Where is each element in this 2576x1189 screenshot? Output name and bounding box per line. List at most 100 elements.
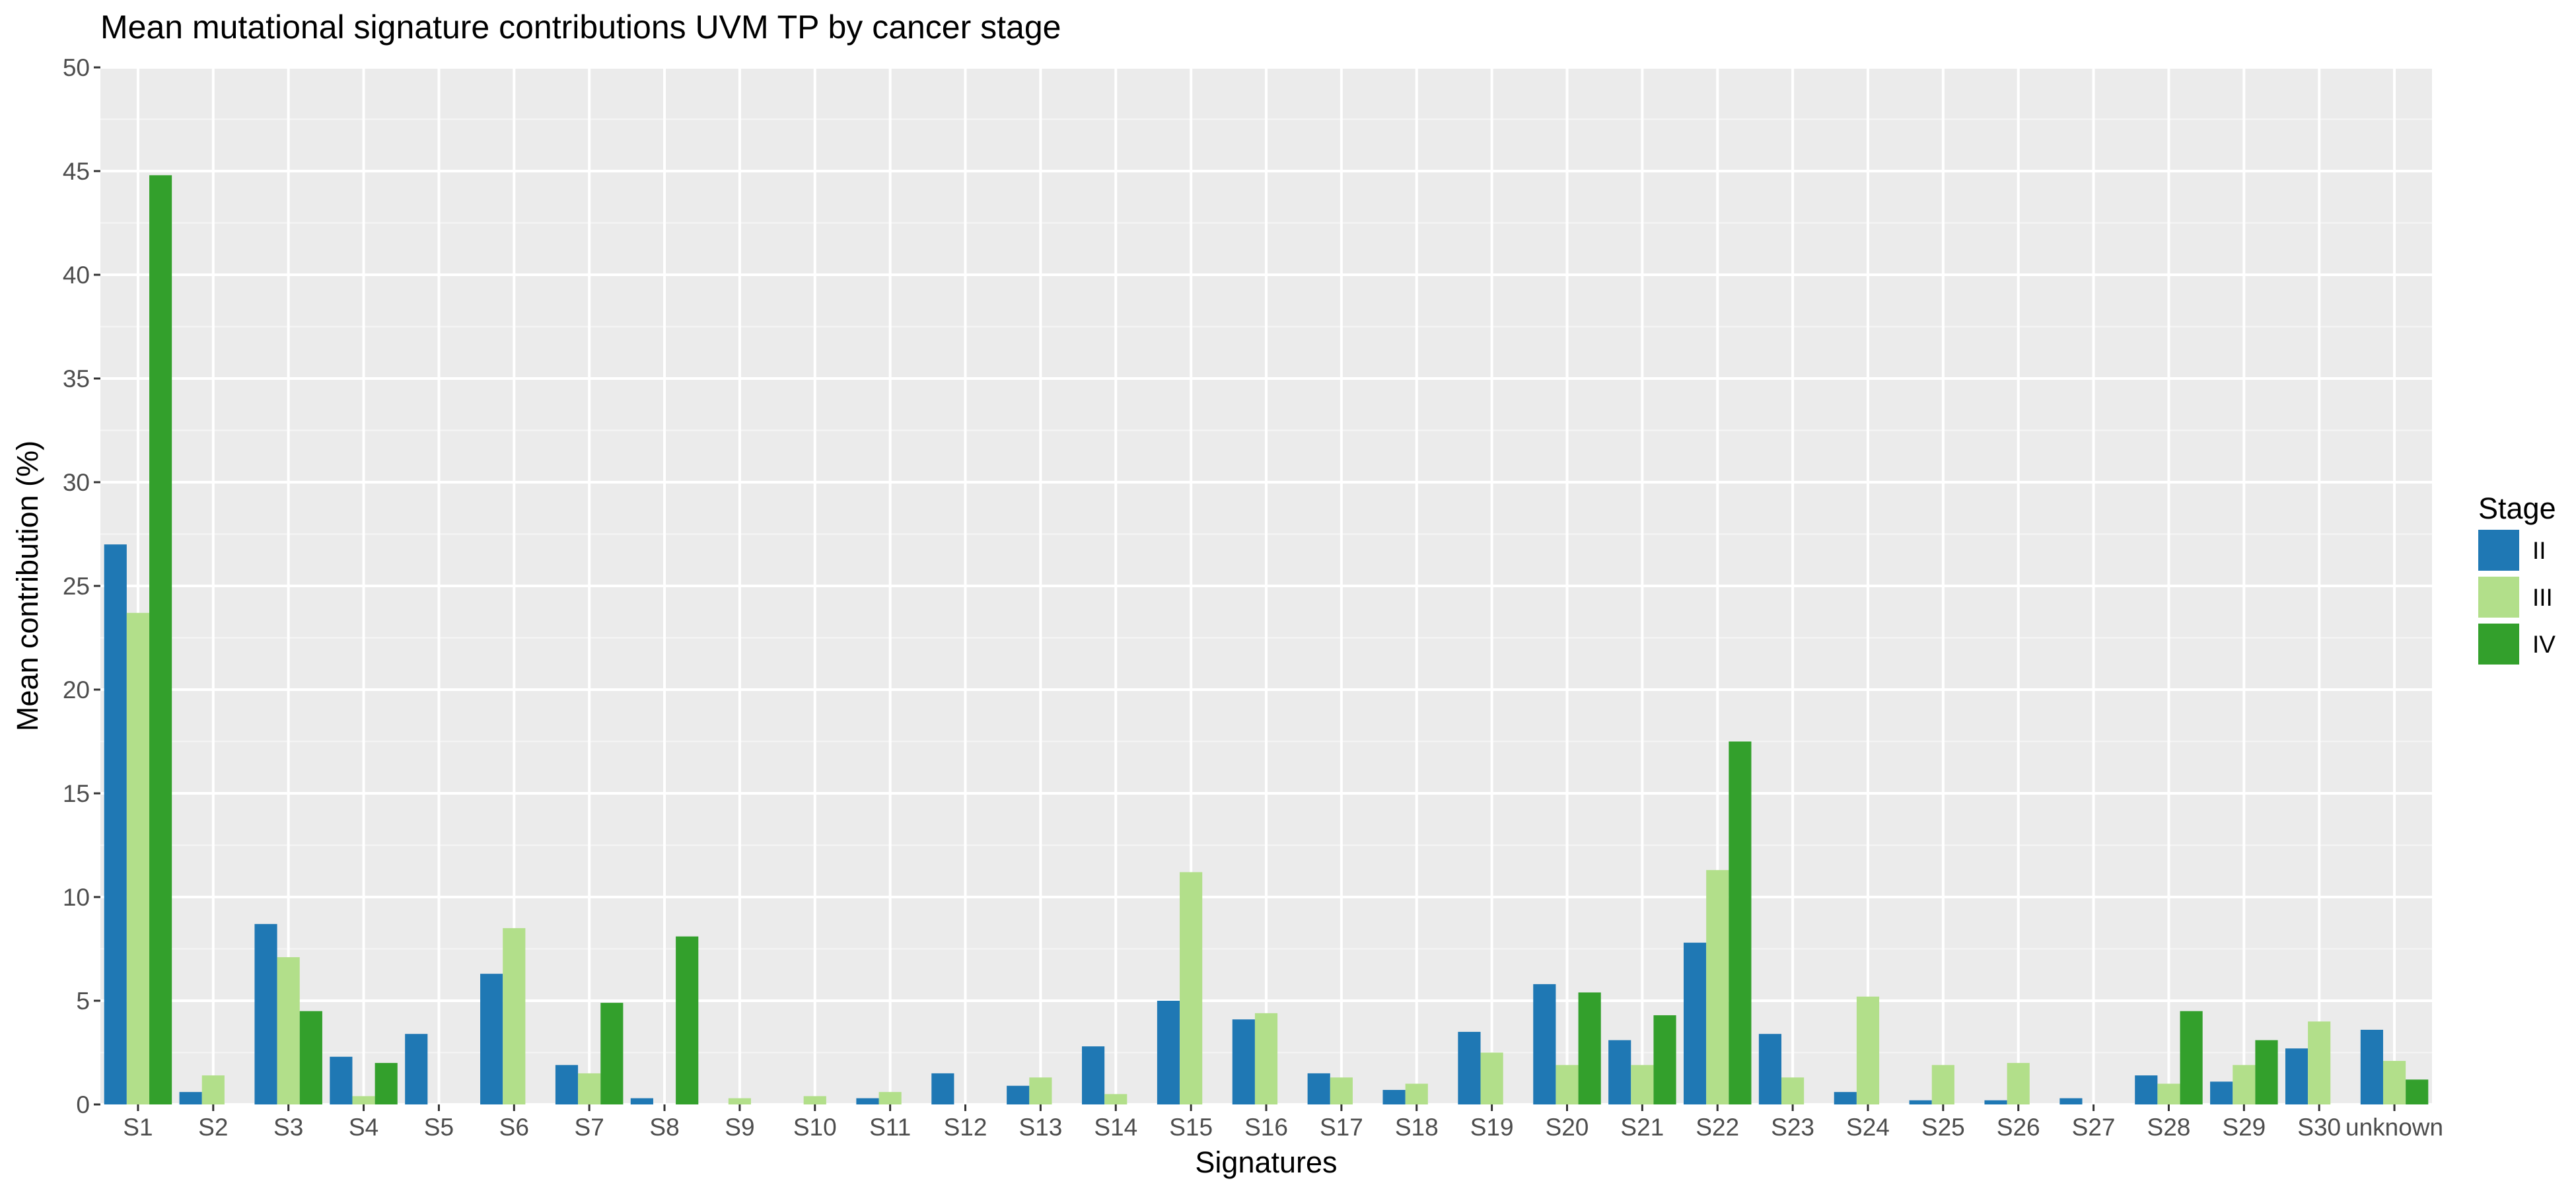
x-tick-label: S11 xyxy=(869,1114,911,1141)
bar-III-S4 xyxy=(352,1096,375,1104)
x-axis-title: Signatures xyxy=(1195,1145,1337,1179)
bar-IV-S7 xyxy=(600,1003,624,1104)
y-tick-label: 45 xyxy=(63,158,90,185)
bar-III-S3 xyxy=(277,957,300,1104)
bar-IV-S8 xyxy=(676,936,699,1104)
x-tick-label: S15 xyxy=(1169,1114,1213,1141)
x-tick-label: S24 xyxy=(1846,1114,1890,1141)
bar-III-S30 xyxy=(2308,1021,2331,1104)
x-tick-label: S4 xyxy=(349,1114,378,1141)
bar-III-S13 xyxy=(1029,1077,1052,1104)
x-tick-label: S19 xyxy=(1470,1114,1514,1141)
bar-IV-S22 xyxy=(1729,741,1752,1104)
x-tick-label: S20 xyxy=(1546,1114,1589,1141)
legend-label-II: II xyxy=(2532,537,2546,564)
x-tick-label: S9 xyxy=(725,1114,754,1141)
y-tick-label: 40 xyxy=(63,262,90,289)
bar-IV-S20 xyxy=(1578,992,1601,1104)
x-axis: S1 S2 S3 S4 S5 S6 S7 S8 S9 S10 S11 S12 S13 S14 S15 S16 S… xyxy=(123,1104,2443,1141)
bar-III-S7 xyxy=(578,1073,601,1104)
x-tick-label: S3 xyxy=(273,1114,303,1141)
x-tick-label: S14 xyxy=(1094,1114,1137,1141)
bar-III-S1 xyxy=(126,612,150,1104)
bar-III-S14 xyxy=(1104,1094,1127,1104)
bar-III-S2 xyxy=(201,1075,225,1104)
bar-II-S14 xyxy=(1082,1046,1105,1104)
y-tick-label: 30 xyxy=(63,469,90,496)
chart-title: Mean mutational signature contributions … xyxy=(100,9,1061,46)
bar-II-S1 xyxy=(104,544,127,1104)
x-tick-label: S13 xyxy=(1019,1114,1062,1141)
bar-II-S11 xyxy=(856,1098,879,1104)
bar-III-S24 xyxy=(1856,996,1880,1104)
legend-key-III xyxy=(2478,577,2519,618)
bar-II-S6 xyxy=(480,974,503,1104)
bar-III-S29 xyxy=(2233,1065,2256,1104)
bar-II-S13 xyxy=(1007,1085,1030,1104)
bar-III-S19 xyxy=(1480,1052,1503,1104)
bar-III-S23 xyxy=(1781,1077,1805,1104)
bar-IV-S3 xyxy=(299,1011,322,1104)
bar-II-S7 xyxy=(555,1065,579,1104)
x-tick-label: S23 xyxy=(1771,1114,1814,1141)
y-tick-label: 5 xyxy=(76,988,90,1015)
y-axis-title: Mean contribution (%) xyxy=(11,441,44,731)
x-tick-label: S21 xyxy=(1620,1114,1664,1141)
bar-II-S19 xyxy=(1458,1032,1481,1104)
bar-III-S17 xyxy=(1330,1077,1353,1104)
bar-III-S22 xyxy=(1706,870,1729,1104)
bar-III-S25 xyxy=(1931,1065,1954,1104)
x-tick-label: S2 xyxy=(198,1114,228,1141)
bar-III-S21 xyxy=(1631,1065,1654,1104)
x-tick-label: S16 xyxy=(1244,1114,1288,1141)
bar-II-S26 xyxy=(1984,1100,2007,1104)
x-tick-label: unknown xyxy=(2345,1114,2443,1141)
y-tick-label: 10 xyxy=(63,884,90,911)
y-tick-label: 20 xyxy=(63,676,90,703)
x-tick-label: S5 xyxy=(424,1114,454,1141)
x-tick-label: S7 xyxy=(575,1114,604,1141)
y-tick-label: 15 xyxy=(63,780,90,807)
bar-II-unknown xyxy=(2360,1029,2383,1104)
bar-II-S3 xyxy=(254,923,277,1104)
bar-II-S29 xyxy=(2210,1081,2233,1104)
x-tick-label: S28 xyxy=(2147,1114,2191,1141)
bar-II-S17 xyxy=(1307,1073,1330,1104)
x-tick-label: S8 xyxy=(649,1114,679,1141)
legend-label-III: III xyxy=(2532,584,2553,611)
legend-label-IV: IV xyxy=(2532,631,2556,658)
bar-II-S2 xyxy=(179,1092,202,1104)
bar-II-S15 xyxy=(1157,1001,1180,1104)
bar-II-S5 xyxy=(405,1034,428,1104)
x-tick-label: S1 xyxy=(123,1114,153,1141)
bar-III-S9 xyxy=(728,1098,751,1104)
legend-key-IV xyxy=(2478,624,2519,665)
bar-II-S18 xyxy=(1382,1090,1406,1104)
bar-II-S20 xyxy=(1533,984,1556,1104)
bar-IV-S4 xyxy=(375,1063,398,1104)
bar-II-S30 xyxy=(2285,1048,2308,1104)
bar-III-S11 xyxy=(878,1092,902,1104)
bar-III-S26 xyxy=(2007,1063,2030,1104)
bar-II-S24 xyxy=(1834,1092,1857,1104)
bar-II-S27 xyxy=(2059,1098,2083,1104)
y-tick-label: 25 xyxy=(63,573,90,600)
legend-title: Stage xyxy=(2478,491,2556,525)
bar-II-S25 xyxy=(1909,1100,1932,1104)
bar-II-S12 xyxy=(931,1073,954,1104)
y-axis: 0 5 10 15 20 25 30 35 40 45 50 xyxy=(63,54,100,1118)
bar-II-S21 xyxy=(1608,1040,1631,1104)
bar-III-S20 xyxy=(1556,1065,1579,1104)
x-tick-label: S17 xyxy=(1320,1114,1363,1141)
bar-II-S23 xyxy=(1758,1034,1782,1104)
bar-III-S10 xyxy=(803,1096,826,1104)
bar-IV-unknown xyxy=(2406,1079,2429,1104)
bar-IV-S1 xyxy=(149,175,172,1104)
x-tick-label: S27 xyxy=(2072,1114,2116,1141)
x-tick-label: S10 xyxy=(793,1114,837,1141)
bar-II-S28 xyxy=(2135,1075,2158,1104)
bar-II-S22 xyxy=(1683,943,1707,1104)
bar-II-S8 xyxy=(630,1098,653,1104)
